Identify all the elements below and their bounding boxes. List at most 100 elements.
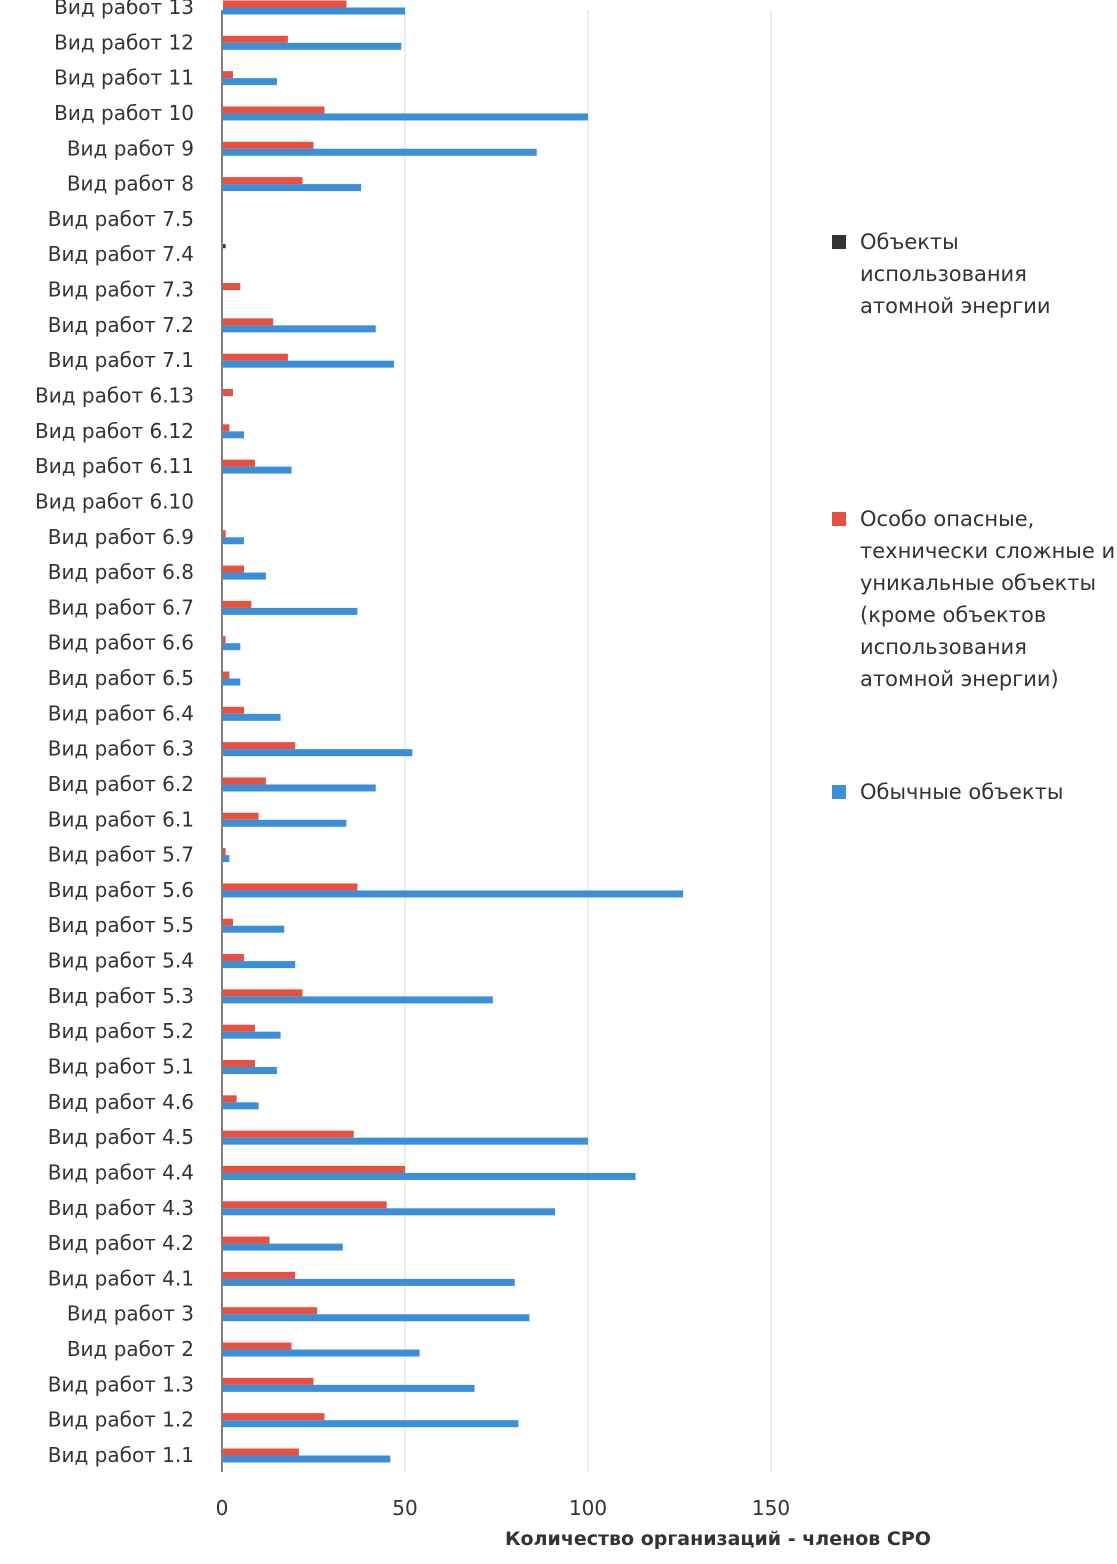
legend-label-nuclear: Объекты использования атомной энергии bbox=[860, 230, 1051, 318]
bar-series-1-36 bbox=[223, 177, 303, 185]
y-tick-label: Вид работ 6.5 bbox=[48, 666, 194, 690]
bar-series-1-23 bbox=[223, 636, 226, 644]
y-tick-label: Вид работ 6.8 bbox=[48, 560, 194, 584]
y-tick-label: Вид работ 5.3 bbox=[48, 984, 194, 1008]
bars bbox=[223, 0, 684, 1463]
bar-series-0-18 bbox=[223, 819, 347, 827]
legend-swatch-ordinary bbox=[832, 785, 846, 799]
y-tick-label: Вид работ 6.6 bbox=[48, 631, 194, 655]
y-tick-label: Вид работ 6.13 bbox=[35, 383, 194, 407]
bar-series-1-15 bbox=[223, 918, 233, 926]
x-axis-title: Количество организаций - членов СРО bbox=[505, 1528, 931, 1550]
y-tick-label: Вид работ 11 bbox=[54, 66, 194, 90]
bar-series-0-31 bbox=[223, 360, 395, 368]
bar-series-1-32 bbox=[223, 318, 274, 326]
y-tick-label: Вид работ 7.1 bbox=[48, 348, 194, 372]
bar-series-0-4 bbox=[223, 1314, 530, 1322]
y-tick-label: Вид работ 4.1 bbox=[48, 1266, 194, 1290]
y-tick-label: Вид работ 7.2 bbox=[48, 313, 194, 337]
y-tick-label: Вид работ 6.11 bbox=[35, 454, 194, 478]
bar-series-0-2 bbox=[223, 1384, 475, 1392]
y-tick-label: Вид работ 4.5 bbox=[48, 1125, 194, 1149]
bar-series-1-39 bbox=[223, 71, 233, 79]
bar-series-1-19 bbox=[223, 777, 266, 785]
y-tick-label: Вид работ 7.5 bbox=[48, 207, 194, 231]
bar-series-0-37 bbox=[223, 148, 537, 156]
bar-series-0-1 bbox=[223, 1420, 519, 1428]
gridlines bbox=[404, 10, 772, 1472]
bar-series-0-15 bbox=[223, 925, 285, 933]
bar-series-1-0 bbox=[223, 1448, 299, 1456]
bar-series-0-24 bbox=[223, 607, 358, 615]
bar-series-0-40 bbox=[223, 42, 402, 50]
bar-series-0-14 bbox=[223, 961, 296, 969]
y-tick-label: Вид работ 7.3 bbox=[48, 278, 194, 302]
bar-series-0-12 bbox=[223, 1031, 281, 1039]
bar-series-1-40 bbox=[223, 35, 288, 43]
y-tick-label: Вид работ 12 bbox=[54, 30, 194, 54]
bar-series-0-7 bbox=[223, 1208, 556, 1216]
bar-series-0-28 bbox=[223, 466, 292, 474]
bar-series-0-5 bbox=[223, 1278, 515, 1286]
x-tick-labels: 0 50 100 150 bbox=[216, 1496, 790, 1520]
y-tick-label: Вид работ 5.7 bbox=[48, 843, 194, 867]
bar-series-1-9 bbox=[223, 1130, 354, 1138]
bar-series-0-32 bbox=[223, 325, 376, 333]
bar-series-1-11 bbox=[223, 1060, 255, 1068]
y-tick-label: Вид работ 5.2 bbox=[48, 1019, 194, 1043]
y-tick-label: Вид работ 8 bbox=[67, 172, 194, 196]
y-tick-label: Вид работ 10 bbox=[54, 101, 194, 125]
bar-series-0-9 bbox=[223, 1137, 588, 1145]
bar-series-0-0 bbox=[223, 1455, 391, 1463]
legend-swatch-hazardous bbox=[832, 512, 846, 526]
bar-series-0-16 bbox=[223, 890, 684, 898]
bar-series-1-38 bbox=[223, 106, 325, 114]
bar-series-0-10 bbox=[223, 1102, 259, 1110]
bar-series-1-2 bbox=[223, 1377, 314, 1385]
bar-series-1-26 bbox=[223, 530, 226, 538]
y-tick-label: Вид работ 4.6 bbox=[48, 1090, 194, 1114]
bar-series-0-11 bbox=[223, 1067, 277, 1075]
bar-series-0-39 bbox=[223, 78, 277, 86]
bar-series-0-20 bbox=[223, 749, 413, 757]
bar-series-1-22 bbox=[223, 671, 230, 679]
y-tick-label: Вид работ 6.3 bbox=[48, 737, 194, 761]
bar-series-0-22 bbox=[223, 678, 241, 686]
bar-series-1-5 bbox=[223, 1271, 296, 1279]
bar-series-1-13 bbox=[223, 989, 303, 997]
bar-series-1-12 bbox=[223, 1024, 255, 1032]
bar-series-1-33 bbox=[223, 283, 241, 291]
bar-series-1-31 bbox=[223, 353, 288, 361]
bar-series-0-19 bbox=[223, 784, 376, 792]
bar-series-1-8 bbox=[223, 1165, 405, 1173]
bar-series-1-37 bbox=[223, 141, 314, 149]
bar-series-0-21 bbox=[223, 713, 281, 721]
y-tick-label: Вид работ 4.3 bbox=[48, 1196, 194, 1220]
y-tick-label: Вид работ 6.9 bbox=[48, 525, 194, 549]
bar-series-1-28 bbox=[223, 459, 255, 467]
bar-series-2-34 bbox=[223, 244, 226, 249]
bar-series-0-38 bbox=[223, 113, 588, 121]
bar-series-0-36 bbox=[223, 184, 362, 192]
legend-swatch-nuclear bbox=[832, 235, 846, 249]
y-tick-label: Вид работ 4.2 bbox=[48, 1231, 194, 1255]
bar-series-1-30 bbox=[223, 388, 233, 396]
y-tick-label: Вид работ 2 bbox=[67, 1337, 194, 1361]
bar-series-1-20 bbox=[223, 742, 296, 750]
bar-series-1-1 bbox=[223, 1413, 325, 1421]
y-tick-label: Вид работ 9 bbox=[67, 136, 194, 160]
y-tick-label: Вид работ 4.4 bbox=[48, 1160, 194, 1184]
bar-series-1-25 bbox=[223, 565, 244, 573]
y-tick-label: Вид работ 6.12 bbox=[35, 419, 194, 443]
y-tick-label: Вид работ 6.1 bbox=[48, 807, 194, 831]
y-tick-label: Вид работ 5.1 bbox=[48, 1055, 194, 1079]
bar-series-0-23 bbox=[223, 643, 241, 651]
bar-series-1-7 bbox=[223, 1201, 387, 1209]
y-tick-labels: Вид работ 1.1 Вид работ 1.2 Вид работ 1.3 В… bbox=[35, 0, 194, 1467]
bar-series-1-10 bbox=[223, 1095, 237, 1103]
bar-series-0-17 bbox=[223, 855, 230, 863]
bar-series-0-8 bbox=[223, 1172, 636, 1180]
bar-series-1-17 bbox=[223, 848, 226, 856]
bar-series-0-25 bbox=[223, 572, 266, 580]
